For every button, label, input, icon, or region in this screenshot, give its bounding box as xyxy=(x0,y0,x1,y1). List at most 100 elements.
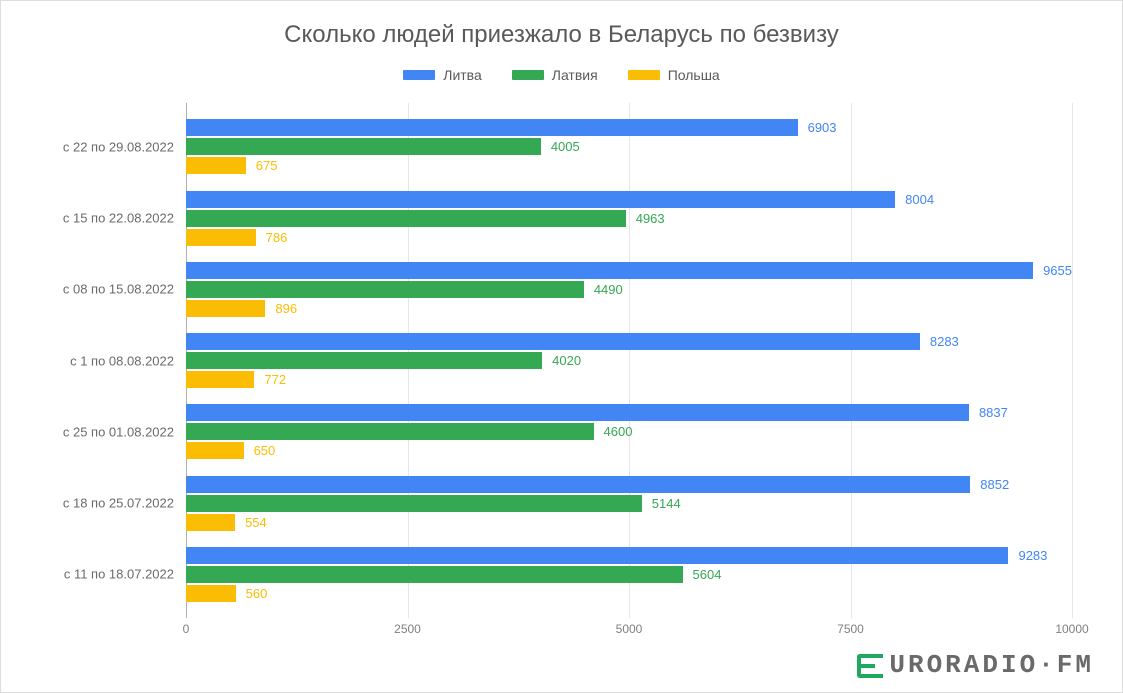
bar-value-label: 4490 xyxy=(584,282,623,297)
chart-title: Сколько людей приезжало в Беларусь по бе… xyxy=(1,1,1122,49)
bar xyxy=(186,495,642,512)
bar-value-label: 786 xyxy=(256,230,288,245)
bar-row: 5604 xyxy=(186,566,1072,583)
bar-row: 5144 xyxy=(186,495,1072,512)
bar xyxy=(186,423,594,440)
legend-item: Литва xyxy=(403,67,482,83)
bar-value-label: 4600 xyxy=(594,424,633,439)
bar xyxy=(186,119,798,136)
x-tick-label: 0 xyxy=(183,622,190,636)
bar-group: с 11 по 18.07.202292835604560 xyxy=(186,547,1072,602)
bar-row: 675 xyxy=(186,157,1072,174)
plot: 025005000750010000 с 22 по 29.08.2022690… xyxy=(186,103,1072,648)
watermark-logo-icon xyxy=(857,654,883,678)
legend-swatch xyxy=(403,70,435,80)
bars: 9283 5604 560 xyxy=(186,547,1072,602)
bar-groups: с 22 по 29.08.202269034005675с 15 по 22.… xyxy=(186,103,1072,618)
y-category-label: с 25 по 01.08.2022 xyxy=(63,424,174,439)
bar xyxy=(186,371,254,388)
x-tick-label: 2500 xyxy=(394,622,421,636)
bar-value-label: 4020 xyxy=(542,353,581,368)
bar-value-label: 9283 xyxy=(1008,548,1047,563)
bar-row: 4020 xyxy=(186,352,1072,369)
legend: Литва Латвия Польша xyxy=(1,49,1122,93)
bar xyxy=(186,333,920,350)
bars: 9655 4490 896 xyxy=(186,262,1072,317)
bar-row: 9283 xyxy=(186,547,1072,564)
bar-value-label: 650 xyxy=(244,443,276,458)
bar-value-label: 8837 xyxy=(969,405,1008,420)
bar xyxy=(186,262,1033,279)
legend-swatch xyxy=(628,70,660,80)
bar xyxy=(186,229,256,246)
legend-label: Латвия xyxy=(552,67,598,83)
x-tick-label: 10000 xyxy=(1055,622,1088,636)
bar xyxy=(186,210,626,227)
bar-group: с 08 по 15.08.202296554490896 xyxy=(186,262,1072,317)
bar-value-label: 675 xyxy=(246,158,278,173)
bar xyxy=(186,585,236,602)
watermark: URORADIO·FM xyxy=(857,650,1094,680)
bar xyxy=(186,442,244,459)
bar-value-label: 5604 xyxy=(683,567,722,582)
bar-row: 8852 xyxy=(186,476,1072,493)
y-category-label: с 11 по 18.07.2022 xyxy=(64,567,174,582)
bar-row: 554 xyxy=(186,514,1072,531)
bar-value-label: 8283 xyxy=(920,334,959,349)
bar-row: 560 xyxy=(186,585,1072,602)
bar-value-label: 8004 xyxy=(895,192,934,207)
y-category-label: с 18 по 25.07.2022 xyxy=(63,496,174,511)
chart-area: 0 2500 5000 7500 10000 с 22 по 29.08.2022 690… xyxy=(1,93,1122,648)
bar xyxy=(186,352,542,369)
bar-group: с 22 по 29.08.202269034005675 xyxy=(186,119,1072,174)
bar-row: 8283 xyxy=(186,333,1072,350)
bar-value-label: 772 xyxy=(254,372,286,387)
legend-label: Польша xyxy=(668,67,720,83)
bar-row: 650 xyxy=(186,442,1072,459)
legend-label: Литва xyxy=(443,67,482,83)
bar-value-label: 560 xyxy=(236,586,268,601)
bar-row: 8837 xyxy=(186,404,1072,421)
bar-value-label: 896 xyxy=(265,301,297,316)
bar xyxy=(186,191,895,208)
x-tick-label: 7500 xyxy=(837,622,864,636)
bar-group: с 15 по 22.08.202280044963786 xyxy=(186,191,1072,246)
bar xyxy=(186,281,584,298)
bar-value-label: 6903 xyxy=(798,120,837,135)
bar xyxy=(186,300,265,317)
bar xyxy=(186,476,970,493)
bar-value-label: 9655 xyxy=(1033,263,1072,278)
bar-row: 4963 xyxy=(186,210,1072,227)
bar-row: 9655 xyxy=(186,262,1072,279)
y-category-label: с 1 по 08.08.2022 xyxy=(70,353,174,368)
grid-line xyxy=(1072,103,1073,618)
bar-value-label: 8852 xyxy=(970,477,1009,492)
bar-group: с 18 по 25.07.202288525144554 xyxy=(186,476,1072,531)
bar xyxy=(186,514,235,531)
bar-group: с 25 по 01.08.202288374600650 xyxy=(186,404,1072,459)
bar-value-label: 4005 xyxy=(541,139,580,154)
bars: 8837 4600 650 xyxy=(186,404,1072,459)
bar-row: 6903 xyxy=(186,119,1072,136)
bar xyxy=(186,566,683,583)
bar-row: 4005 xyxy=(186,138,1072,155)
legend-item: Польша xyxy=(628,67,720,83)
y-category-label: с 22 по 29.08.2022 xyxy=(63,139,174,154)
bar-value-label: 5144 xyxy=(642,496,681,511)
bar-row: 8004 xyxy=(186,191,1072,208)
bar-value-label: 4963 xyxy=(626,211,665,226)
bar-row: 896 xyxy=(186,300,1072,317)
bar-row: 4600 xyxy=(186,423,1072,440)
bar-row: 786 xyxy=(186,229,1072,246)
bar xyxy=(186,157,246,174)
watermark-text: URORADIO·FM xyxy=(889,650,1094,680)
bars: 6903 4005 675 xyxy=(186,119,1072,174)
legend-item: Латвия xyxy=(512,67,598,83)
bar-row: 4490 xyxy=(186,281,1072,298)
bar xyxy=(186,404,969,421)
bars: 8004 4963 786 xyxy=(186,191,1072,246)
bar-row: 772 xyxy=(186,371,1072,388)
legend-swatch xyxy=(512,70,544,80)
x-tick-label: 5000 xyxy=(616,622,643,636)
bars: 8283 4020 772 xyxy=(186,333,1072,388)
